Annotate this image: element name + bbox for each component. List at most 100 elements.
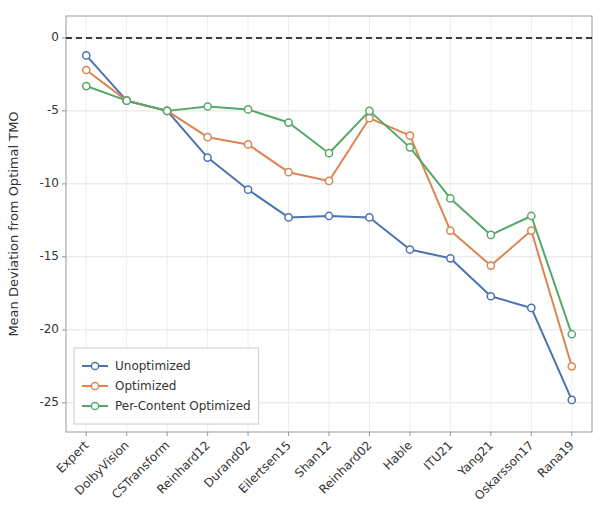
grid-line-y — [66, 37, 592, 38]
y-tick-label: -25 — [39, 395, 59, 409]
series-marker — [568, 331, 575, 338]
series-marker — [447, 227, 454, 234]
grid-line-x — [369, 16, 370, 432]
series-marker — [123, 97, 130, 104]
y-axis: 0 -5 -10 -15 -20 -25 — [39, 30, 66, 409]
series-marker — [325, 212, 332, 219]
series-marker — [447, 255, 454, 262]
x-tick — [329, 432, 330, 436]
series-marker — [487, 262, 494, 269]
x-tick-label: ITU21 — [421, 438, 456, 473]
legend-marker — [91, 382, 98, 389]
x-tick-label: Oskarsson17 — [472, 438, 537, 503]
legend-label: Optimized — [115, 379, 176, 393]
y-tick — [62, 110, 66, 111]
y-tick-label: -20 — [39, 322, 59, 336]
y-tick — [62, 329, 66, 330]
x-tick — [531, 432, 532, 436]
grid-line-x — [531, 16, 532, 432]
legend-label: Unoptimized — [115, 359, 191, 373]
series-marker — [325, 150, 332, 157]
series-marker — [164, 107, 171, 114]
y-tick — [62, 183, 66, 184]
grid-line-x — [409, 16, 410, 432]
grid-line-x — [329, 16, 330, 432]
x-tick — [86, 432, 87, 436]
series-marker — [204, 103, 211, 110]
series-marker — [164, 107, 171, 114]
series-marker — [487, 231, 494, 238]
x-tick-label: Rana19 — [535, 438, 577, 480]
y-axis-label: Mean Deviation from Optimal TMO — [6, 111, 21, 336]
series-marker — [487, 293, 494, 300]
series-marker — [568, 363, 575, 370]
series-line — [86, 86, 572, 334]
y-tick-label: -10 — [39, 176, 59, 190]
series-marker — [285, 214, 292, 221]
y-tick — [62, 402, 66, 403]
series-marker — [528, 304, 535, 311]
y-tick-label: 0 — [51, 30, 59, 44]
x-tick — [126, 432, 127, 436]
y-tick-label: -15 — [39, 249, 59, 263]
grid-line-x — [450, 16, 451, 432]
grid-line-x — [490, 16, 491, 432]
x-tick — [207, 432, 208, 436]
x-tick — [490, 432, 491, 436]
plot-frame — [66, 16, 592, 432]
series-marker — [244, 106, 251, 113]
y-tick-label: -5 — [47, 103, 59, 117]
series-marker — [123, 97, 130, 104]
grid — [66, 16, 592, 432]
x-tick-label: Expert — [54, 438, 92, 476]
series-marker — [366, 107, 373, 114]
series-marker — [285, 119, 292, 126]
x-tick-label: Reinhard12 — [154, 438, 212, 496]
series-marker — [204, 154, 211, 161]
x-tick — [571, 432, 572, 436]
legend-marker — [91, 362, 98, 369]
legend: Unoptimized Optimized Per-Content Optimize… — [74, 348, 259, 424]
series-marker — [244, 141, 251, 148]
series-marker — [447, 195, 454, 202]
series-marker — [406, 144, 413, 151]
series-marker — [366, 214, 373, 221]
series-marker — [366, 115, 373, 122]
x-tick — [288, 432, 289, 436]
series-marker — [406, 132, 413, 139]
x-tick-label: Hable — [381, 438, 415, 472]
series — [83, 66, 576, 370]
y-tick — [62, 256, 66, 257]
series-marker — [83, 82, 90, 89]
reference-line — [66, 37, 592, 39]
legend-label: Per-Content Optimized — [115, 399, 251, 413]
series-marker — [406, 246, 413, 253]
series-marker — [568, 396, 575, 403]
x-tick — [409, 432, 410, 436]
series-marker — [325, 177, 332, 184]
series-marker — [83, 52, 90, 59]
series-marker — [528, 212, 535, 219]
series-marker — [123, 97, 130, 104]
legend-box — [74, 348, 259, 424]
legend-marker — [91, 402, 98, 409]
x-tick — [369, 432, 370, 436]
plot-area — [66, 16, 592, 432]
series-marker — [83, 66, 90, 73]
chart: 0 -5 -10 -15 -20 -25 Mean Deviation from Optim… — [0, 0, 608, 528]
series — [83, 82, 576, 337]
series-marker — [285, 169, 292, 176]
series-marker — [528, 227, 535, 234]
series-line — [86, 70, 572, 366]
series-marker — [204, 134, 211, 141]
chart-container: 0 -5 -10 -15 -20 -25 Mean Deviation from Optim… — [0, 0, 608, 528]
series-marker — [164, 107, 171, 114]
series-marker — [244, 186, 251, 193]
x-tick — [450, 432, 451, 436]
x-tick-label: Eilertsen15 — [236, 438, 294, 496]
x-tick — [167, 432, 168, 436]
x-tick-label: Yang21 — [455, 438, 496, 479]
x-tick-label: Reinhard02 — [316, 438, 374, 496]
x-axis: ExpertDolbyVisionCSTransformReinhard12Du… — [54, 432, 577, 503]
grid-line-x — [288, 16, 289, 432]
